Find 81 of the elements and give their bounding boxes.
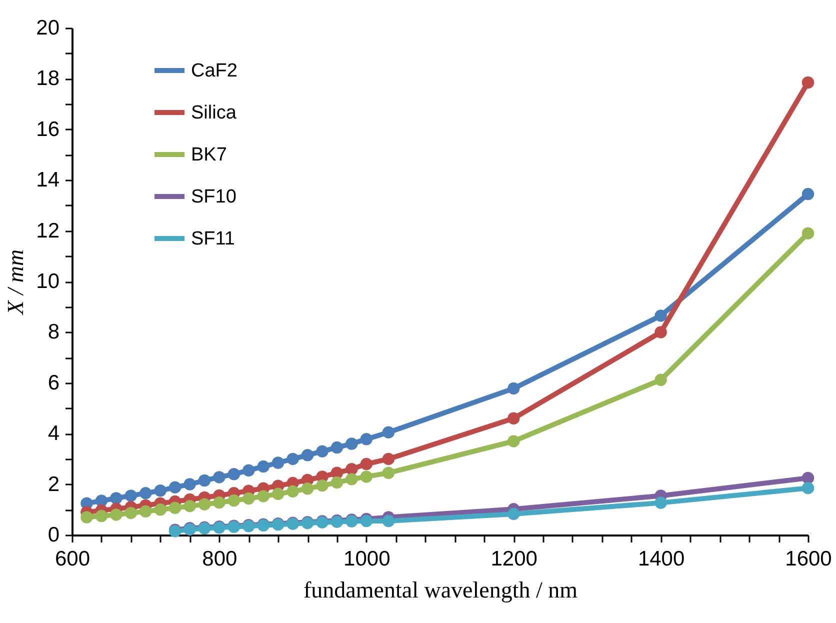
point bbox=[654, 310, 667, 322]
point bbox=[360, 470, 373, 483]
point bbox=[228, 468, 240, 480]
x-tick-label: 800 bbox=[202, 548, 238, 570]
point bbox=[802, 188, 814, 200]
point bbox=[154, 504, 166, 516]
y-tick-label: 8 bbox=[48, 320, 60, 344]
y-tick-label: 16 bbox=[36, 118, 60, 141]
point bbox=[124, 506, 138, 520]
point bbox=[272, 488, 284, 500]
point bbox=[139, 505, 152, 518]
legend-label: BK7 bbox=[191, 144, 227, 166]
point bbox=[316, 445, 328, 458]
x-tick-label: 600 bbox=[54, 548, 90, 570]
point bbox=[257, 460, 270, 473]
point bbox=[654, 374, 667, 386]
point bbox=[346, 462, 358, 476]
point bbox=[802, 482, 814, 494]
point bbox=[382, 452, 395, 466]
point bbox=[184, 478, 196, 490]
point bbox=[346, 473, 358, 486]
y-tick-label: 18 bbox=[36, 67, 60, 90]
point bbox=[272, 456, 284, 469]
point bbox=[198, 498, 211, 510]
point bbox=[802, 76, 814, 89]
y-axis-title: X / mm bbox=[3, 249, 28, 316]
point bbox=[154, 484, 166, 497]
point bbox=[110, 492, 122, 504]
point bbox=[360, 458, 373, 470]
point bbox=[330, 476, 344, 489]
y-tick-label: 2 bbox=[48, 472, 60, 496]
point bbox=[301, 482, 314, 495]
point bbox=[257, 490, 270, 502]
point bbox=[382, 514, 395, 528]
point bbox=[213, 496, 226, 509]
point bbox=[168, 502, 182, 514]
point bbox=[382, 426, 395, 438]
point bbox=[110, 508, 122, 521]
y-tick-label: 12 bbox=[36, 219, 60, 242]
point bbox=[507, 412, 520, 424]
point bbox=[360, 433, 373, 446]
point bbox=[242, 492, 255, 505]
point bbox=[382, 466, 395, 480]
point bbox=[198, 474, 211, 487]
point bbox=[286, 452, 299, 466]
point bbox=[654, 326, 667, 338]
y-tick-label: 20 bbox=[36, 16, 60, 40]
point bbox=[139, 487, 152, 500]
y-tick-label: 14 bbox=[36, 168, 60, 192]
y-tick-label: 10 bbox=[36, 270, 60, 293]
legend-label: SF10 bbox=[191, 186, 236, 208]
point bbox=[802, 227, 814, 240]
x-tick-label: 1000 bbox=[344, 548, 390, 570]
y-tick-label: 6 bbox=[48, 371, 60, 394]
point bbox=[80, 511, 93, 524]
point bbox=[124, 490, 138, 502]
point bbox=[95, 510, 108, 522]
x-tick-label: 1200 bbox=[490, 548, 538, 570]
point bbox=[184, 500, 196, 512]
point bbox=[346, 438, 358, 450]
y-tick-label: 0 bbox=[48, 524, 60, 546]
point bbox=[228, 494, 240, 507]
y-tick-label: 4 bbox=[48, 422, 60, 446]
legend-label: Silica bbox=[191, 102, 237, 124]
point bbox=[242, 464, 255, 476]
point bbox=[316, 479, 328, 492]
point bbox=[507, 435, 520, 448]
point bbox=[507, 382, 520, 395]
x-tick-label: 1400 bbox=[638, 548, 685, 570]
x-tick-label: 1600 bbox=[785, 548, 832, 570]
point bbox=[301, 449, 314, 462]
point bbox=[654, 496, 667, 509]
point bbox=[802, 472, 814, 484]
point bbox=[213, 471, 226, 484]
point bbox=[286, 485, 299, 498]
x-axis-title: fundamental wavelength / nm bbox=[303, 578, 578, 602]
point bbox=[507, 508, 520, 520]
point bbox=[168, 481, 182, 494]
legend-label: SF11 bbox=[191, 228, 236, 250]
point bbox=[330, 441, 344, 454]
legend-label: CaF2 bbox=[191, 60, 238, 82]
